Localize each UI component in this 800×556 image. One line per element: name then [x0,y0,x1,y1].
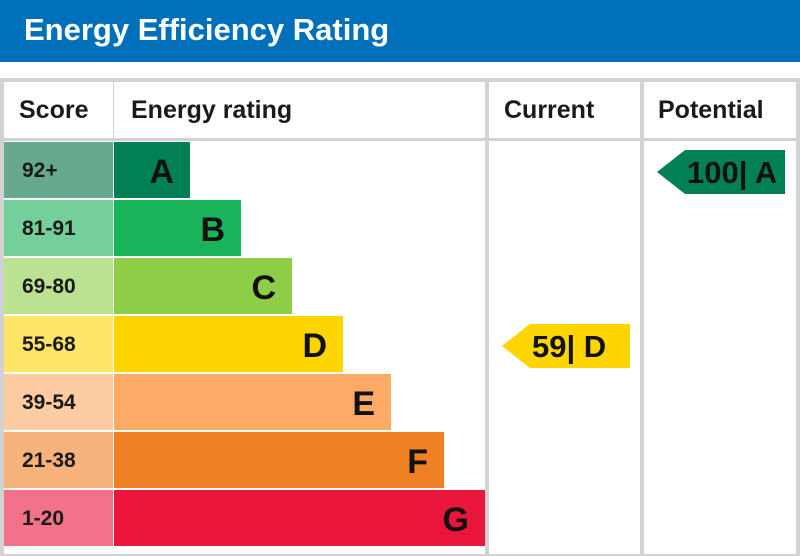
score-range-c: 69-80 [4,258,113,314]
score-range-g: 1-20 [4,490,113,546]
energy-rating-column-header: Energy rating [114,82,485,138]
current-column-header: Current [489,82,640,138]
band-bar-e: E [114,374,391,430]
potential-column-header: Potential [644,82,796,138]
score-range-f: 21-38 [4,432,113,488]
band-bar-g: G [114,490,485,546]
score-range-a: 92+ [4,142,113,198]
current-rating-arrow: 59| D [502,324,630,368]
chart-title: Energy Efficiency Rating [0,0,800,62]
rating-table: Score Energy rating Current Potential 92… [0,78,800,556]
score-column-header: Score [4,82,113,138]
score-range-e: 39-54 [4,374,113,430]
score-range-d: 55-68 [4,316,113,372]
band-bar-f: F [114,432,444,488]
potential-rating-arrow: 100| A [657,150,785,194]
band-bar-c: C [114,258,292,314]
band-bar-b: B [114,200,241,256]
band-bar-d: D [114,316,343,372]
band-bar-a: A [114,142,190,198]
score-range-b: 81-91 [4,200,113,256]
potential-column [644,141,796,554]
